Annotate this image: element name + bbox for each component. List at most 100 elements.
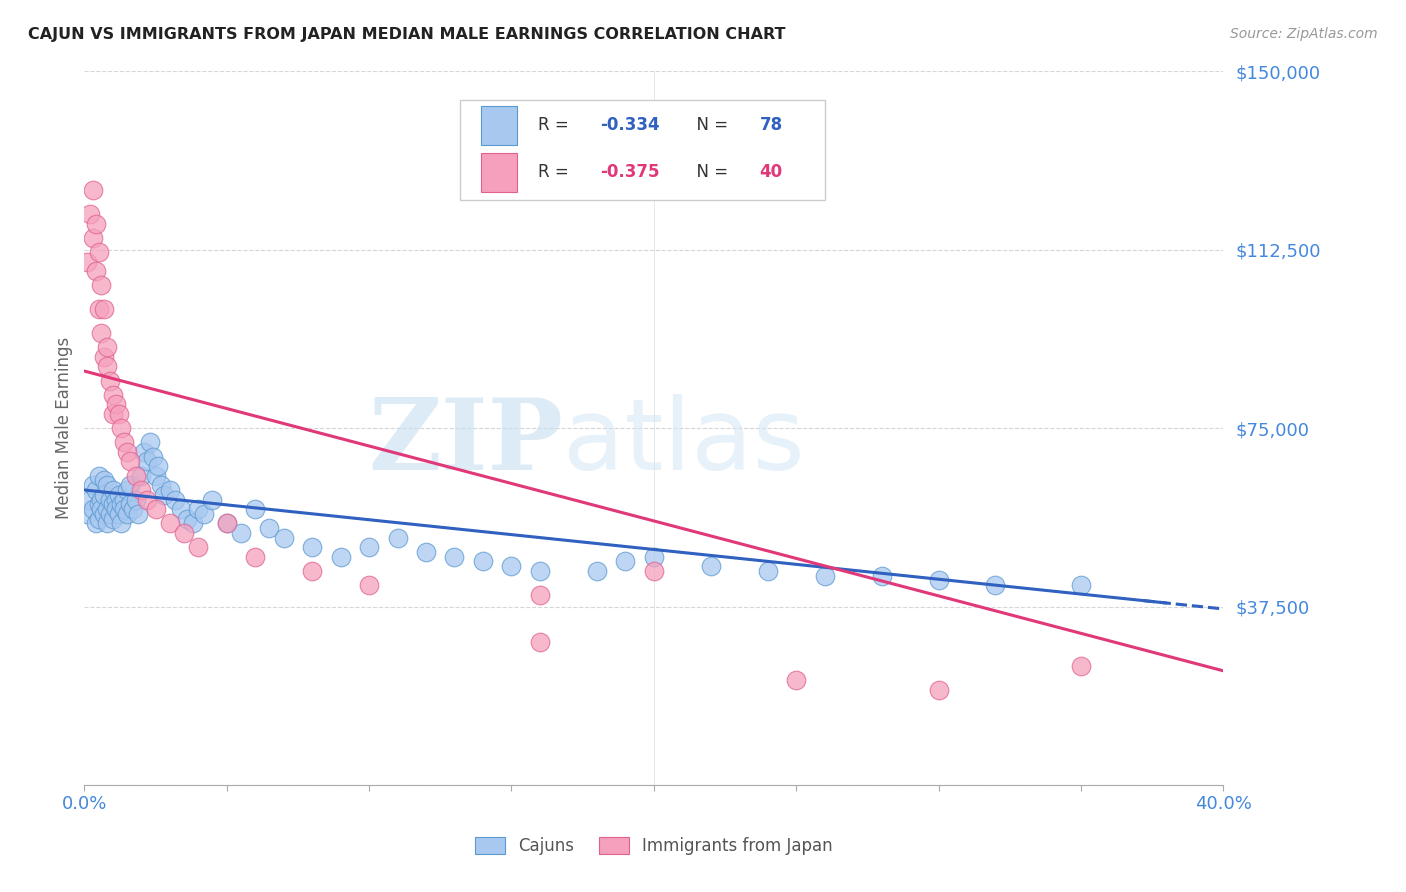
Point <box>96 359 118 374</box>
Point <box>700 559 723 574</box>
Point <box>90 492 112 507</box>
Point <box>104 502 127 516</box>
Point <box>153 488 176 502</box>
Point <box>329 549 352 564</box>
Point <box>82 502 104 516</box>
Point <box>359 578 381 592</box>
Point <box>76 507 98 521</box>
Point <box>785 673 807 688</box>
Point <box>93 302 115 317</box>
Text: -0.375: -0.375 <box>600 163 659 181</box>
Point <box>93 488 115 502</box>
Point <box>229 525 252 540</box>
Point <box>124 492 146 507</box>
Point <box>150 478 173 492</box>
Point <box>82 231 104 245</box>
Point <box>501 559 523 574</box>
Point <box>359 540 381 554</box>
Point <box>870 568 893 582</box>
Point <box>93 350 115 364</box>
Point <box>118 454 141 468</box>
Point <box>643 549 665 564</box>
Point <box>472 554 495 568</box>
Text: -0.334: -0.334 <box>600 116 659 134</box>
Point <box>134 445 156 459</box>
Point <box>87 302 110 317</box>
Point <box>98 507 121 521</box>
Point <box>112 502 135 516</box>
Point <box>193 507 215 521</box>
Point <box>82 478 104 492</box>
Point <box>139 435 162 450</box>
Point <box>93 507 115 521</box>
Point <box>101 511 124 525</box>
Point <box>112 492 135 507</box>
Point <box>110 497 132 511</box>
Point <box>201 492 224 507</box>
Point <box>173 525 195 540</box>
Text: R =: R = <box>537 163 574 181</box>
Point <box>159 483 181 497</box>
Point <box>145 468 167 483</box>
Point <box>96 478 118 492</box>
Point <box>115 483 138 497</box>
Y-axis label: Median Male Earnings: Median Male Earnings <box>55 337 73 519</box>
Point <box>643 564 665 578</box>
Point <box>415 545 437 559</box>
Point <box>98 374 121 388</box>
Point <box>87 245 110 260</box>
Point <box>215 516 238 531</box>
Point <box>165 492 187 507</box>
Point <box>176 511 198 525</box>
Point <box>112 435 135 450</box>
Point <box>84 483 107 497</box>
Text: 40: 40 <box>759 163 783 181</box>
Point <box>127 507 149 521</box>
Point <box>136 454 159 468</box>
Point <box>159 516 181 531</box>
Point <box>87 497 110 511</box>
Point <box>115 507 138 521</box>
Point <box>387 531 409 545</box>
Point <box>529 635 551 649</box>
Text: Source: ZipAtlas.com: Source: ZipAtlas.com <box>1230 27 1378 41</box>
Point <box>301 564 323 578</box>
Point <box>118 497 141 511</box>
Point <box>79 492 101 507</box>
Text: 78: 78 <box>759 116 783 134</box>
Point <box>84 516 107 531</box>
Point <box>101 388 124 402</box>
Point <box>928 682 950 697</box>
Point <box>101 407 124 421</box>
Point <box>76 254 98 268</box>
Point <box>245 549 267 564</box>
Point <box>148 459 170 474</box>
Point <box>90 278 112 293</box>
Point <box>101 497 124 511</box>
Point <box>1070 578 1092 592</box>
Point <box>142 450 165 464</box>
Point <box>1070 659 1092 673</box>
Text: CAJUN VS IMMIGRANTS FROM JAPAN MEDIAN MALE EARNINGS CORRELATION CHART: CAJUN VS IMMIGRANTS FROM JAPAN MEDIAN MA… <box>28 27 786 42</box>
Point <box>115 445 138 459</box>
Text: R =: R = <box>537 116 574 134</box>
Point <box>187 502 209 516</box>
Point <box>586 564 609 578</box>
Point <box>131 468 153 483</box>
Point <box>136 492 159 507</box>
Text: N =: N = <box>686 116 733 134</box>
Point <box>87 468 110 483</box>
Point <box>93 474 115 488</box>
Point <box>96 340 118 354</box>
Point <box>215 516 238 531</box>
Point <box>259 521 281 535</box>
Point <box>118 478 141 492</box>
Point <box>107 507 129 521</box>
Point <box>101 483 124 497</box>
Point <box>273 531 295 545</box>
Point <box>107 407 129 421</box>
Point <box>96 502 118 516</box>
FancyBboxPatch shape <box>481 105 517 145</box>
Point <box>145 502 167 516</box>
Point <box>110 516 132 531</box>
